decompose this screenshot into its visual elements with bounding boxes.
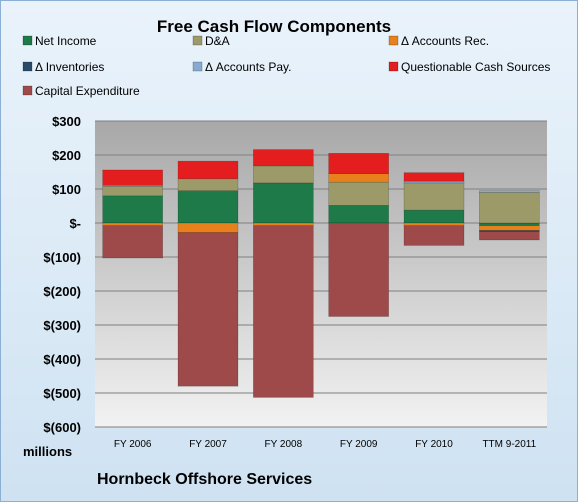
legend-swatch — [192, 35, 203, 46]
legend-swatch — [192, 61, 203, 72]
x-tick-label: FY 2006 — [114, 439, 152, 450]
bar-segment — [328, 222, 389, 317]
bar-segment — [403, 222, 465, 227]
x-tick-label: TTM 9-2011 — [482, 439, 536, 450]
bar-segment — [479, 231, 540, 241]
bar-segment — [102, 222, 163, 227]
legend-swatch — [388, 35, 399, 46]
y-tick-label: $200 — [52, 148, 81, 163]
x-tick-label: FY 2008 — [265, 439, 303, 450]
bar-segment — [328, 205, 389, 224]
y-axis-unit-label: millions — [23, 444, 72, 459]
x-tick-label: FY 2007 — [189, 439, 227, 450]
bar-segment — [102, 225, 163, 259]
x-tick-label: FY 2010 — [415, 439, 453, 450]
y-tick-label: $(600) — [43, 420, 81, 435]
bar-segment — [102, 195, 163, 224]
y-tick-label: $- — [69, 216, 81, 231]
legend-label: Δ Accounts Pay. — [205, 60, 292, 74]
y-tick-label: $(100) — [43, 250, 81, 265]
chart-title: Free Cash Flow Components — [157, 17, 391, 36]
legend-swatch — [22, 85, 33, 96]
legend-label: D&A — [205, 34, 230, 48]
legend-label: Δ Accounts Rec. — [401, 34, 489, 48]
bar-segment — [177, 222, 239, 233]
bar-segment — [102, 185, 163, 197]
bar-segment — [479, 190, 540, 193]
bar-segment — [328, 153, 389, 175]
bars — [102, 149, 540, 398]
bar-segment — [253, 149, 314, 167]
bar-segment — [403, 172, 465, 182]
legend-label: Questionable Cash Sources — [401, 60, 550, 74]
bar-segment — [403, 225, 465, 246]
bar-segment — [102, 169, 163, 186]
legend-swatch — [22, 35, 33, 46]
legend-label: Net Income — [35, 34, 97, 48]
bar-segment — [253, 182, 314, 224]
bar-segment — [177, 190, 239, 224]
y-tick-label: $300 — [52, 114, 81, 129]
plot-area — [95, 121, 547, 427]
x-axis-ticks: FY 2006 FY 2007 FY 2008 FY 2009 FY 2010 TTM 9… — [114, 439, 537, 450]
legend-label: Capital Expenditure — [35, 84, 140, 98]
gridlines — [95, 120, 547, 428]
bar-segment — [403, 182, 465, 211]
y-tick-label: $(500) — [43, 386, 81, 401]
legend: Net Income D&A Δ Accounts Rec. Δ Inventorie… — [22, 34, 550, 98]
bar-segment — [479, 225, 540, 231]
legend-swatch — [22, 61, 33, 72]
bar-segment — [328, 173, 389, 183]
x-tick-label: FY 2009 — [340, 439, 378, 450]
y-tick-label: $100 — [52, 182, 81, 197]
bar-segment — [328, 181, 389, 206]
bar-segment — [253, 222, 314, 227]
bar-segment — [403, 209, 465, 224]
y-tick-label: $(300) — [43, 318, 81, 333]
y-axis-ticks: $300 $200 $100 $- $(100) $(200) $(300) $(400) $(… — [43, 114, 81, 435]
y-tick-label: $(400) — [43, 352, 81, 367]
bar-segment — [479, 192, 540, 224]
company-name: Hornbeck Offshore Services — [97, 471, 313, 488]
y-tick-label: $(200) — [43, 284, 81, 299]
legend-swatch — [388, 61, 399, 72]
bar-segment — [177, 232, 239, 387]
legend-label: Δ Inventories — [35, 60, 104, 74]
bar-segment — [479, 222, 540, 227]
bar-segment — [253, 165, 314, 184]
bar-segment — [177, 160, 239, 180]
bar-segment — [177, 178, 239, 192]
bar-segment — [253, 225, 314, 398]
